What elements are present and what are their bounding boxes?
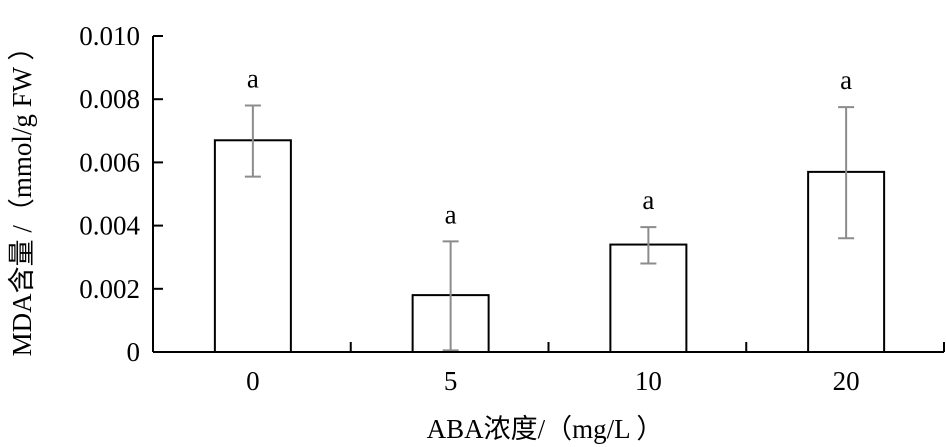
x-axis-title: ABA浓度/（mg/L ） bbox=[427, 414, 664, 444]
y-tick-label: 0.002 bbox=[79, 274, 140, 304]
y-tick-label: 0.010 bbox=[79, 21, 140, 51]
error-bars-group bbox=[244, 104, 855, 352]
significance-label: a bbox=[642, 185, 654, 215]
significance-label: a bbox=[445, 199, 457, 229]
y-tick-label: 0.004 bbox=[79, 211, 140, 241]
bar bbox=[807, 170, 886, 353]
x-tick-label: 10 bbox=[635, 366, 662, 396]
x-tick-label: 0 bbox=[246, 366, 260, 396]
y-tick-label: 0 bbox=[127, 337, 141, 367]
significance-label: a bbox=[247, 64, 259, 94]
y-tick-label: 0.006 bbox=[79, 147, 140, 177]
y-tick-label: 0.008 bbox=[79, 84, 140, 114]
y-axis-title: MDA含量 /（mmol/g FW ） bbox=[7, 34, 37, 357]
x-tick-label: 20 bbox=[833, 366, 860, 396]
significance-labels-group: a a a a bbox=[247, 64, 852, 230]
ticks-group: 0 0.002 0.004 0.006 0.008 0.010 0 5 10 20 bbox=[79, 21, 945, 396]
bars-group bbox=[213, 139, 886, 353]
x-tick-label: 5 bbox=[444, 366, 458, 396]
significance-label: a bbox=[840, 65, 852, 95]
